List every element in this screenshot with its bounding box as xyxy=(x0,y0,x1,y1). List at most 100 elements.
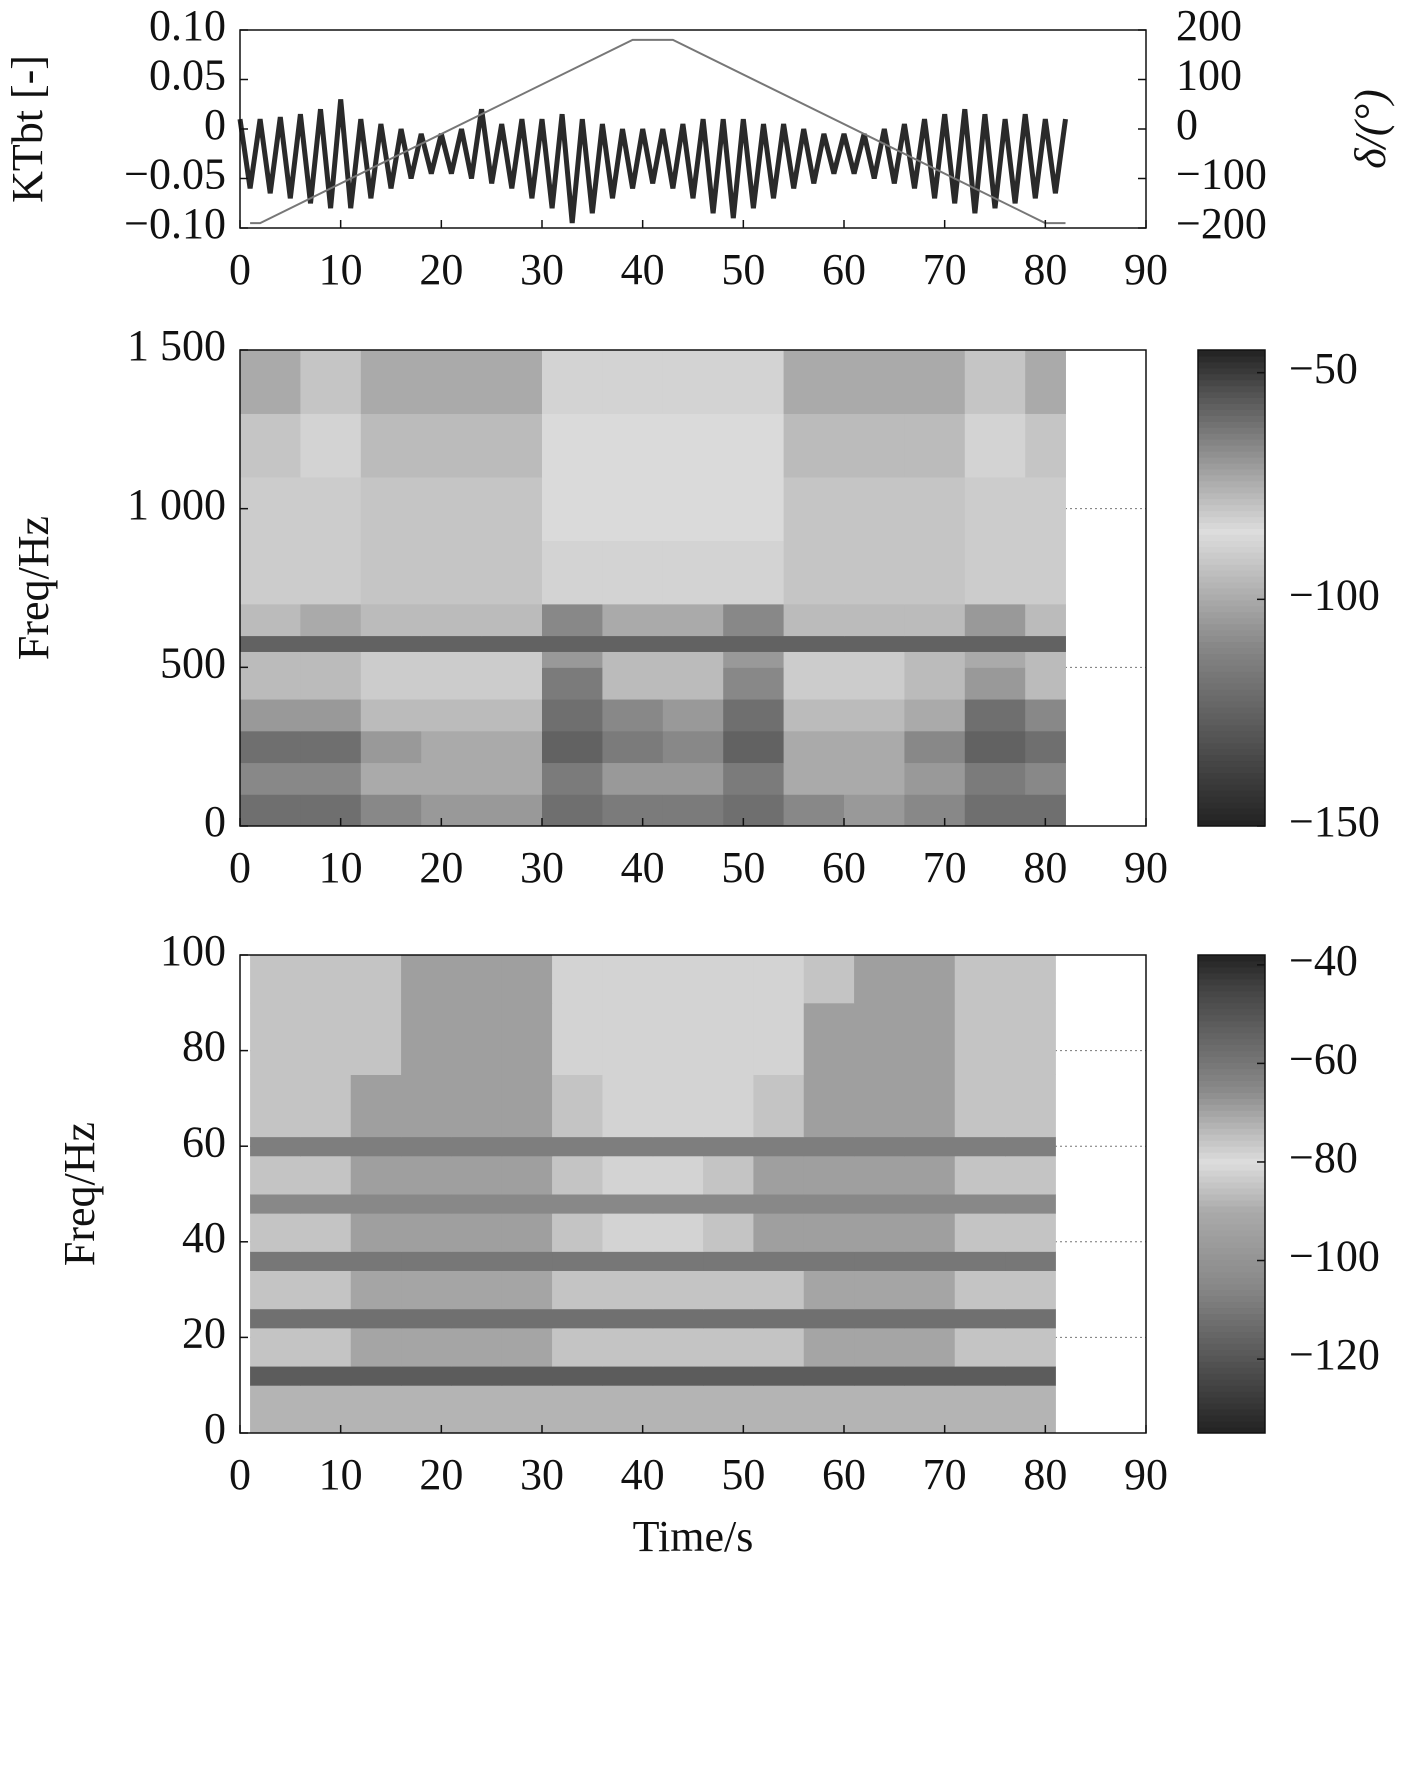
heatmap-cell xyxy=(481,762,543,795)
colorbar-swatch xyxy=(1198,653,1265,660)
colorbar-swatch xyxy=(1198,1020,1265,1028)
y2-tick-label: 0 xyxy=(1176,100,1198,149)
colorbar-swatch xyxy=(1198,361,1265,369)
heatmap-cell xyxy=(652,1002,704,1075)
heatmap-cell xyxy=(300,540,362,605)
heatmap-cell xyxy=(240,540,301,605)
x-tick-label: 90 xyxy=(1124,843,1168,892)
colorbar-swatch xyxy=(1198,955,1265,962)
heatmap-cell xyxy=(1005,1074,1056,1138)
heatmap-cell xyxy=(250,1308,301,1329)
heatmap-cell xyxy=(360,540,422,605)
colorbar-swatch xyxy=(1198,564,1265,571)
heatmap-cell xyxy=(421,730,483,764)
heatmap-cell xyxy=(753,1074,805,1138)
heatmap-cell xyxy=(542,699,603,732)
heatmap-cell xyxy=(481,603,543,637)
heatmap-cell xyxy=(552,1366,603,1386)
colorbar-swatch xyxy=(1198,796,1265,803)
heatmap-cell xyxy=(844,413,905,478)
colorbar-swatch xyxy=(1198,1014,1265,1022)
heatmap-cell xyxy=(552,1270,603,1310)
colorbar-swatch xyxy=(1198,474,1265,482)
colorbar-swatch xyxy=(1198,1313,1265,1320)
heatmap-cell xyxy=(662,635,724,652)
x-tick-label: 70 xyxy=(923,843,967,892)
heatmap-cell xyxy=(1005,955,1056,1004)
x-tick-label: 20 xyxy=(419,245,463,294)
heatmap-cell xyxy=(723,699,785,732)
colorbar-tick-label: −80 xyxy=(1289,1133,1358,1182)
heatmap-cell xyxy=(350,1074,402,1138)
colorbar-swatch xyxy=(1198,463,1265,470)
y2-tick-label: −100 xyxy=(1176,150,1267,199)
heatmap-cell xyxy=(854,1213,905,1252)
heatmap-cell xyxy=(904,1074,956,1138)
heatmap-cell xyxy=(481,651,543,668)
heatmap-cell xyxy=(803,955,855,1004)
heatmap-cell xyxy=(350,1327,402,1367)
heatmap-cell xyxy=(904,1366,956,1386)
heatmap-cell xyxy=(300,1270,352,1310)
heatmap-cell xyxy=(1025,635,1066,652)
colorbar-swatch xyxy=(1198,1307,1265,1314)
colorbar-swatch xyxy=(1198,623,1265,631)
heatmap-cell xyxy=(501,1251,553,1271)
heatmap-cell xyxy=(552,1251,603,1271)
heatmap-cell xyxy=(904,955,956,1004)
heatmap-cell xyxy=(602,1194,654,1214)
heatmap-cell xyxy=(954,1213,1006,1252)
heatmap-cell xyxy=(350,1136,402,1157)
heatmap-cell xyxy=(602,1213,654,1252)
x-tick-label: 10 xyxy=(319,843,363,892)
colorbar-swatch xyxy=(1198,978,1265,986)
colorbar-swatch xyxy=(1198,1367,1265,1374)
heatmap-cell xyxy=(854,1136,905,1157)
heatmap-cell xyxy=(451,1194,503,1214)
data-line xyxy=(237,99,1068,224)
heatmap-cell xyxy=(552,1308,603,1329)
colorbar-swatch xyxy=(1198,742,1265,750)
heatmap-cell xyxy=(662,667,724,700)
colorbar-swatch xyxy=(1198,492,1265,500)
heatmap-cell xyxy=(250,1213,301,1252)
heatmap-cell xyxy=(451,1327,503,1367)
x-tick-label: 40 xyxy=(621,1450,665,1499)
colorbar-swatch xyxy=(1198,754,1265,762)
heatmap-cell xyxy=(350,1270,402,1310)
heatmap-cell xyxy=(250,1002,301,1075)
heatmap-cell xyxy=(662,350,724,414)
heatmap-cell xyxy=(803,1213,855,1252)
colorbar-swatch xyxy=(1198,1235,1265,1243)
heatmap-cell xyxy=(703,1366,754,1386)
heatmap-cell xyxy=(703,1385,754,1434)
colorbar-swatch xyxy=(1198,1277,1265,1285)
heatmap-cell xyxy=(360,635,422,652)
colorbar-swatch xyxy=(1198,1319,1265,1326)
heatmap-cell xyxy=(954,1270,1006,1310)
heatmap-cell xyxy=(1005,1366,1056,1386)
heatmap-cell xyxy=(1005,1270,1056,1310)
heatmap-cell xyxy=(501,1270,553,1310)
y-tick-label: 20 xyxy=(182,1308,226,1357)
heatmap-cell xyxy=(240,635,301,652)
heatmap-cell xyxy=(964,651,1026,668)
plot-frame xyxy=(239,954,1147,1434)
heatmap-cell xyxy=(300,1251,352,1271)
colorbar-swatch xyxy=(1198,1337,1265,1344)
x-tick-label: 90 xyxy=(1124,1450,1168,1499)
colorbar-swatch xyxy=(1198,373,1265,381)
y-tick-label: 500 xyxy=(160,638,226,687)
heatmap-cell xyxy=(250,1385,301,1434)
heatmap-cell xyxy=(964,635,1026,652)
heatmap-cell xyxy=(1005,1136,1056,1157)
heatmap-cell xyxy=(602,350,664,414)
colorbar-swatch xyxy=(1198,617,1265,625)
colorbar-swatch xyxy=(1198,712,1265,720)
heatmap-cell xyxy=(904,476,966,541)
heatmap-cell xyxy=(250,1074,301,1138)
heatmap-cell xyxy=(854,1194,905,1214)
colorbar-swatch xyxy=(1198,707,1265,714)
colorbar-swatch xyxy=(1198,433,1265,440)
heatmap-cell xyxy=(602,1308,654,1329)
